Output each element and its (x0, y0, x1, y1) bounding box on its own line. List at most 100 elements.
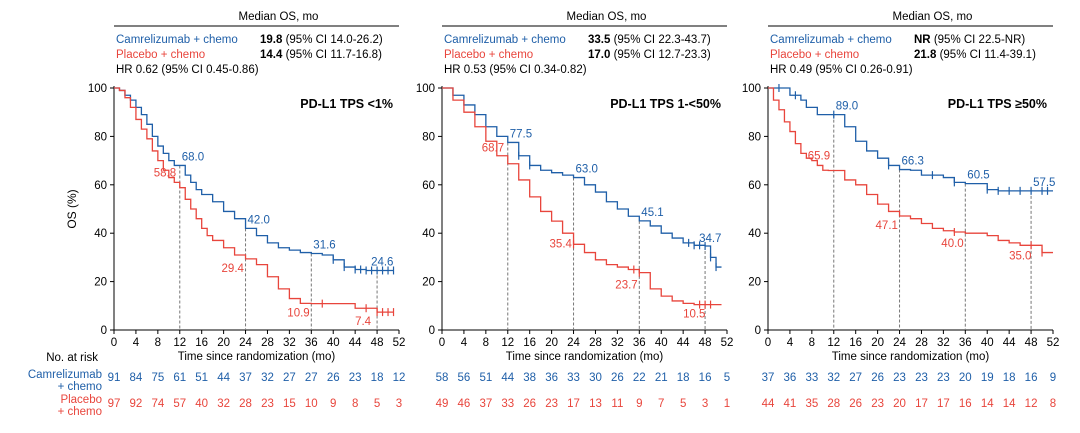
x-tick-label: 12 (827, 337, 840, 349)
risk-count-placebo: 3 (396, 398, 402, 410)
x-tick-label: 0 (111, 337, 117, 349)
camrelizumab-landmark-value: 68.0 (182, 151, 204, 163)
risk-count-placebo: 46 (458, 398, 471, 410)
camrelizumab-landmark-value: 89.0 (836, 101, 858, 113)
y-tick-label: 0 (429, 325, 435, 337)
landmarks (179, 165, 378, 330)
risk-row-camrelizumab: Camrelizumab (28, 369, 102, 381)
y-tick-label: 0 (755, 325, 761, 337)
x-tick-label: 24 (567, 337, 580, 349)
x-tick-label: 48 (371, 337, 384, 349)
camrelizumab-landmark-value: 34.7 (699, 233, 721, 245)
risk-count-placebo: 23 (545, 398, 558, 410)
summary-ci: (95% CI 22.3-43.7) (610, 34, 711, 46)
summary-median: 14.4 (260, 49, 283, 61)
risk-count-placebo: 41 (784, 398, 797, 410)
risk-count-camrelizumab: 23 (349, 372, 362, 384)
risk-row-camrelizumab: + chemo (58, 381, 102, 393)
risk-count-camrelizumab: 18 (1003, 372, 1016, 384)
risk-count-placebo: 26 (523, 398, 536, 410)
risk-count-camrelizumab: 18 (677, 372, 690, 384)
risk-count-camrelizumab: 5 (724, 372, 730, 384)
risk-count-placebo: 44 (762, 398, 775, 410)
placebo-landmark-value: 35.4 (550, 238, 573, 250)
risk-count-camrelizumab: 21 (655, 372, 668, 384)
landmarks (833, 114, 1032, 330)
summary-median: 17.0 (588, 49, 610, 61)
risk-count-placebo: 28 (827, 398, 840, 410)
risk-count-camrelizumab: 30 (589, 372, 602, 384)
x-tick-label: 28 (915, 337, 928, 349)
risk-count-placebo: 3 (702, 398, 708, 410)
camrelizumab-landmark-value: 31.6 (313, 240, 335, 252)
summary-value: 21.8 (95% CI 11.4-39.1) (914, 49, 1036, 61)
placebo-curve (114, 87, 394, 313)
x-tick-label: 0 (765, 337, 771, 349)
y-tick-label: 80 (94, 131, 107, 143)
x-tick-label: 16 (195, 337, 208, 349)
summary-value: 14.4 (95% CI 11.7-16.8) (260, 49, 382, 61)
risk-count-camrelizumab: 44 (217, 372, 230, 384)
risk-count-camrelizumab: 23 (893, 372, 906, 384)
placebo-landmark-value: 68.7 (482, 143, 504, 155)
risk-count-camrelizumab: 16 (699, 372, 712, 384)
risk-count-placebo: 9 (330, 398, 336, 410)
x-tick-label: 40 (327, 337, 340, 349)
risk-count-placebo: 32 (217, 398, 230, 410)
risk-count-camrelizumab: 12 (393, 372, 406, 384)
x-tick-label: 16 (849, 337, 862, 349)
risk-count-placebo: 9 (636, 398, 642, 410)
risk-count-placebo: 28 (239, 398, 252, 410)
camrelizumab-landmark-value: 57.5 (1033, 177, 1055, 189)
summary-value: 33.5 (95% CI 22.3-43.7) (588, 34, 711, 46)
risk-count-camrelizumab: 36 (545, 372, 558, 384)
summary-value: NR (95% CI 22.5-NR) (914, 34, 1025, 46)
x-tick-label: 48 (1025, 337, 1038, 349)
x-tick-label: 40 (655, 337, 668, 349)
placebo-landmark-value: 35.0 (1009, 250, 1031, 262)
risk-count-placebo: 5 (374, 398, 380, 410)
camrelizumab-landmark-value: 24.6 (371, 256, 393, 268)
risk-count-placebo: 16 (959, 398, 972, 410)
risk-count-placebo: 57 (173, 398, 186, 410)
risk-count-placebo: 35 (805, 398, 818, 410)
summary-value: 17.0 (95% CI 12.7-23.3) (588, 49, 711, 61)
x-tick-label: 32 (283, 337, 296, 349)
landmarks (507, 142, 706, 330)
risk-count-camrelizumab: 18 (371, 372, 384, 384)
risk-count-placebo: 8 (1050, 398, 1056, 410)
risk-count-camrelizumab: 58 (436, 372, 449, 384)
placebo-landmark-value: 10.9 (287, 308, 309, 320)
summary-name: Placebo + chemo (444, 49, 533, 61)
x-tick-label: 52 (393, 337, 406, 349)
risk-count-placebo: 14 (981, 398, 994, 410)
risk-count-camrelizumab: 33 (805, 372, 818, 384)
risk-count-camrelizumab: 26 (871, 372, 884, 384)
x-tick-label: 44 (349, 337, 362, 349)
risk-count-camrelizumab: 32 (827, 372, 840, 384)
x-tick-label: 16 (523, 337, 536, 349)
risk-count-camrelizumab: 27 (305, 372, 318, 384)
y-tick-label: 60 (422, 180, 435, 192)
risk-count-placebo: 20 (893, 398, 906, 410)
summary-name: Placebo + chemo (770, 49, 859, 61)
risk-count-placebo: 7 (658, 398, 664, 410)
y-tick-label: 40 (94, 228, 107, 240)
x-tick-label: 4 (133, 337, 140, 349)
summary-value: 19.8 (95% CI 14.0-26.2) (260, 34, 383, 46)
x-tick-label: 24 (893, 337, 906, 349)
summary-header: Median OS, mo (893, 11, 973, 23)
summary-name: Camrelizumab + chemo (116, 34, 238, 46)
x-tick-label: 4 (787, 337, 794, 349)
risk-count-placebo: 17 (915, 398, 928, 410)
placebo-curve (442, 87, 722, 306)
x-tick-label: 24 (239, 337, 252, 349)
risk-count-camrelizumab: 37 (762, 372, 775, 384)
camrelizumab-landmark-value: 60.5 (967, 170, 989, 182)
